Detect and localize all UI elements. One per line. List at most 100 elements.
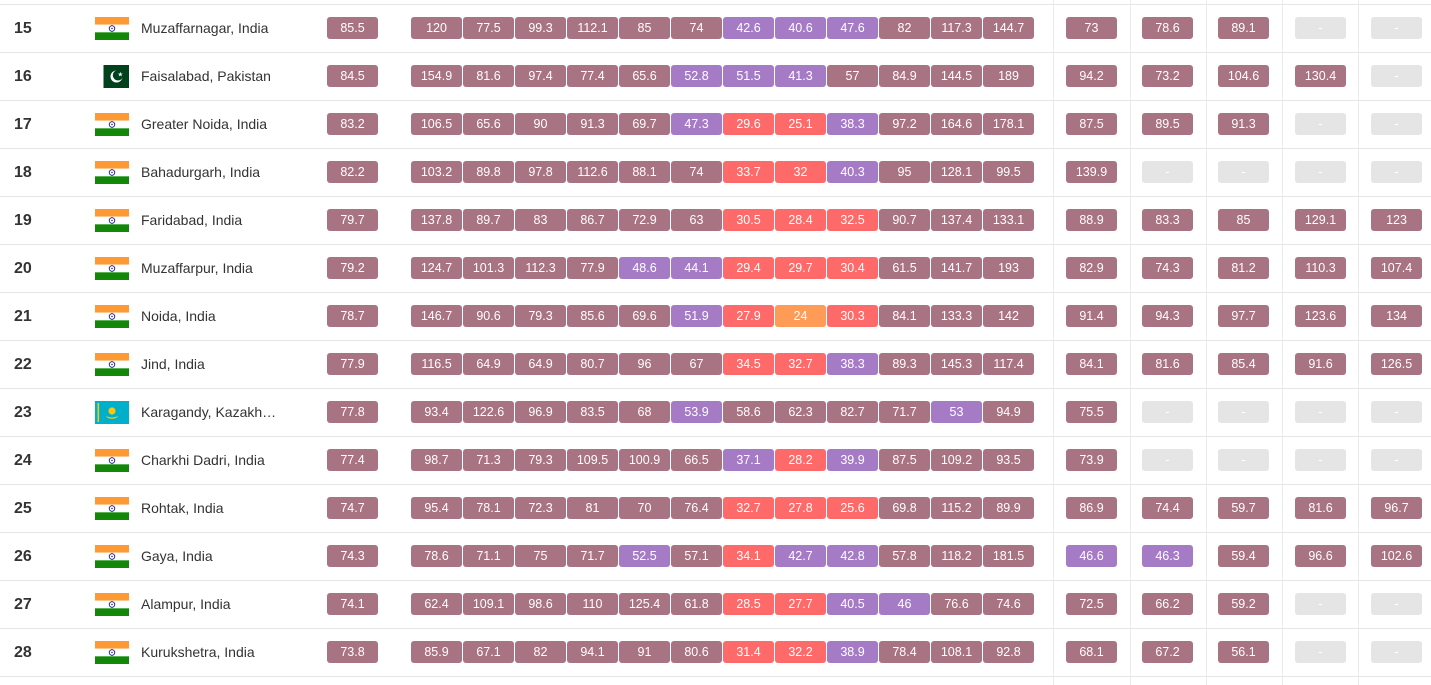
annual-average-value: 85.5 (327, 17, 378, 39)
monthly-value-2: 89.7 (463, 209, 514, 231)
city-name-link[interactable]: Gaya, India (141, 548, 213, 564)
table-row[interactable]: 17 Greater Noida, India 83.2 106.5 65.6 90 91.… (0, 101, 1431, 149)
yearly-value-1: 94.2 (1066, 65, 1117, 87)
yearly-value-3: 85 (1218, 209, 1269, 231)
monthly-value-6: 67 (671, 353, 722, 375)
yearly-value-4: - (1295, 641, 1346, 663)
monthly-value-5: 125.4 (619, 593, 670, 615)
yearly-value-5: 102.6 (1371, 545, 1422, 567)
table-row[interactable]: 22 Jind, India 77.9 116.5 64.9 64.9 80.7 96 67 34… (0, 341, 1431, 389)
monthly-value-4: 81 (567, 497, 618, 519)
monthly-value-4: 112.6 (567, 161, 618, 183)
table-row[interactable]: 26 Gaya, India 74.3 78.6 71.1 75 71.7 52.5 57.1 3… (0, 533, 1431, 581)
annual-average-value: 79.2 (327, 257, 378, 279)
monthly-value-10: 90.7 (879, 209, 930, 231)
yearly-value-2: 46.3 (1142, 545, 1193, 567)
yearly-value-4: - (1295, 449, 1346, 471)
yearly-value-4: - (1295, 161, 1346, 183)
yearly-value-1: 75.5 (1066, 401, 1117, 423)
monthly-value-3: 97.4 (515, 65, 566, 87)
city-name-link[interactable]: Greater Noida, India (141, 116, 268, 132)
yearly-value-3: 85.4 (1218, 353, 1269, 375)
monthly-value-12: 94.9 (983, 401, 1034, 423)
table-row[interactable]: 21 Noida, India 78.7 146.7 90.6 79.3 85.6 69.6 5… (0, 293, 1431, 341)
india-flag-icon (95, 641, 129, 664)
monthly-value-6: 74 (671, 161, 722, 183)
city-name-link[interactable]: Karagandy, Kazakh… (141, 404, 277, 420)
city-name-link[interactable]: Kurukshetra, India (141, 644, 255, 660)
table-row[interactable]: 18 Bahadurgarh, India 82.2 103.2 89.8 97.8 112… (0, 149, 1431, 197)
yearly-value-1: 73.9 (1066, 449, 1117, 471)
yearly-value-3: 97.7 (1218, 305, 1269, 327)
monthly-value-8: 27.8 (775, 497, 826, 519)
rank-number: 23 (14, 404, 32, 421)
monthly-value-8: 42.7 (775, 545, 826, 567)
monthly-value-10: 84.9 (879, 65, 930, 87)
city-name-link[interactable]: Rohtak, India (141, 500, 224, 516)
monthly-value-8: 29.7 (775, 257, 826, 279)
monthly-value-1: 154.9 (411, 65, 462, 87)
column-divider (1282, 0, 1283, 685)
city-name-link[interactable]: Faridabad, India (141, 212, 243, 228)
monthly-value-1: 116.5 (411, 353, 462, 375)
yearly-value-4: 130.4 (1295, 65, 1346, 87)
rank-number: 18 (14, 164, 32, 181)
annual-average-value: 84.5 (327, 65, 378, 87)
monthly-value-9: 30.4 (827, 257, 878, 279)
table-row[interactable]: 27 Alampur, India 74.1 62.4 109.1 98.6 110 125.… (0, 581, 1431, 629)
monthly-value-2: 101.3 (463, 257, 514, 279)
monthly-value-10: 95 (879, 161, 930, 183)
monthly-value-6: 80.6 (671, 641, 722, 663)
monthly-value-5: 88.1 (619, 161, 670, 183)
table-row[interactable]: 16 Faisalabad, Pakistan 84.5 154.9 81.6 97.4 7… (0, 53, 1431, 101)
monthly-value-7: 37.1 (723, 449, 774, 471)
yearly-value-3: - (1218, 161, 1269, 183)
table-row[interactable]: 28 Kurukshetra, India 73.8 85.9 67.1 82 94.1 91… (0, 629, 1431, 677)
yearly-value-5: - (1371, 113, 1422, 135)
table-row[interactable]: 20 Muzaffarpur, India 79.2 124.7 101.3 112.3 7… (0, 245, 1431, 293)
yearly-value-1: 84.1 (1066, 353, 1117, 375)
city-name-link[interactable]: Bahadurgarh, India (141, 164, 261, 180)
table-top-border (0, 0, 1431, 5)
table-row[interactable]: 25 Rohtak, India 74.7 95.4 78.1 72.3 81 70 76.4 3… (0, 485, 1431, 533)
yearly-value-3: 56.1 (1218, 641, 1269, 663)
monthly-value-9: 30.3 (827, 305, 878, 327)
monthly-value-7: 31.4 (723, 641, 774, 663)
monthly-value-5: 69.7 (619, 113, 670, 135)
rank-number: 24 (14, 452, 32, 469)
city-name-link[interactable]: Charkhi Dadri, India (141, 452, 265, 468)
yearly-value-5: - (1371, 161, 1422, 183)
table-row[interactable]: 24 Charkhi Dadri, India 77.4 98.7 71.3 79.3 10… (0, 437, 1431, 485)
yearly-value-5: 96.7 (1371, 497, 1422, 519)
annual-average-value: 78.7 (327, 305, 378, 327)
table-row[interactable]: 19 Faridabad, India 79.7 137.8 89.7 83 86.7 72.… (0, 197, 1431, 245)
column-divider (1130, 0, 1131, 685)
monthly-value-2: 71.3 (463, 449, 514, 471)
monthly-value-7: 28.5 (723, 593, 774, 615)
city-name-link[interactable]: Muzaffarnagar, India (141, 20, 269, 36)
yearly-value-1: 73 (1066, 17, 1117, 39)
table-row[interactable]: 15 Muzaffarnagar, India 85.5 120 77.5 99.3 112… (0, 5, 1431, 53)
yearly-value-5: 126.5 (1371, 353, 1422, 375)
monthly-value-4: 109.5 (567, 449, 618, 471)
yearly-value-2: 81.6 (1142, 353, 1193, 375)
monthly-value-12: 99.5 (983, 161, 1034, 183)
monthly-value-1: 95.4 (411, 497, 462, 519)
monthly-value-12: 93.5 (983, 449, 1034, 471)
annual-average-value: 82.2 (327, 161, 378, 183)
india-flag-icon (95, 17, 129, 40)
monthly-value-11: 115.2 (931, 497, 982, 519)
monthly-value-11: 137.4 (931, 209, 982, 231)
city-name-link[interactable]: Jind, India (141, 356, 205, 372)
rank-number: 20 (14, 260, 32, 277)
city-name-link[interactable]: Noida, India (141, 308, 216, 324)
city-name-link[interactable]: Alampur, India (141, 596, 231, 612)
yearly-value-5: - (1371, 401, 1422, 423)
monthly-value-6: 57.1 (671, 545, 722, 567)
monthly-value-4: 80.7 (567, 353, 618, 375)
monthly-value-9: 39.9 (827, 449, 878, 471)
monthly-value-4: 112.1 (567, 17, 618, 39)
city-name-link[interactable]: Faisalabad, Pakistan (141, 68, 271, 84)
city-name-link[interactable]: Muzaffarpur, India (141, 260, 253, 276)
table-row[interactable]: 23 Karagandy, Kazakh… 77.8 93.4 122.6 96.9 83.… (0, 389, 1431, 437)
